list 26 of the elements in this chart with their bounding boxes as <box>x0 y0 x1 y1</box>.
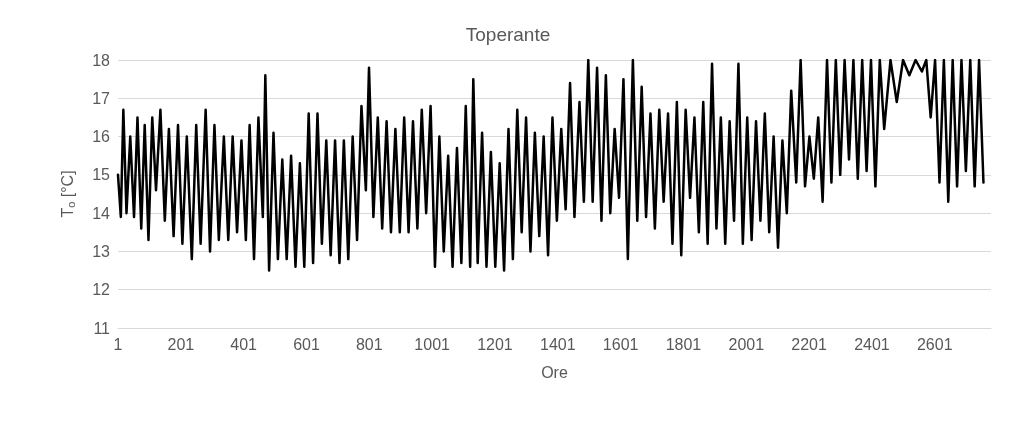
x-tick-label: 801 <box>355 335 383 353</box>
y-tick-label: 15 <box>92 166 111 184</box>
x-tick-label: 1001 <box>414 335 451 353</box>
x-tick-label: 601 <box>293 335 320 353</box>
x-tick-label: 2201 <box>791 335 828 353</box>
y-axis-title: To [°C] <box>59 170 77 218</box>
x-tick-label: 201 <box>167 335 195 353</box>
x-tick-label: 2401 <box>854 335 890 353</box>
line-series <box>116 58 985 272</box>
x-tick-label: 401 <box>230 335 258 353</box>
y-tick-label: 17 <box>92 89 111 107</box>
x-tick-label: 1401 <box>540 335 576 353</box>
x-tick-label: 1601 <box>602 335 639 353</box>
y-tick-label: 14 <box>92 204 111 222</box>
x-tick-label: 1201 <box>477 335 513 353</box>
y-tick-label: 12 <box>92 281 111 299</box>
x-tick-label: 2001 <box>728 335 765 353</box>
chart-title: Toperante <box>465 24 551 45</box>
y-tick-label: 11 <box>93 319 111 337</box>
y-tick-label: 13 <box>92 242 111 260</box>
x-tick-label: 1801 <box>665 335 702 353</box>
x-tick-label: 1 <box>113 335 123 353</box>
y-tick-label: 18 <box>92 51 111 69</box>
y-tick-label: 16 <box>92 128 111 146</box>
x-axis-title: Ore <box>541 363 568 381</box>
x-tick-label: 2601 <box>916 335 953 353</box>
